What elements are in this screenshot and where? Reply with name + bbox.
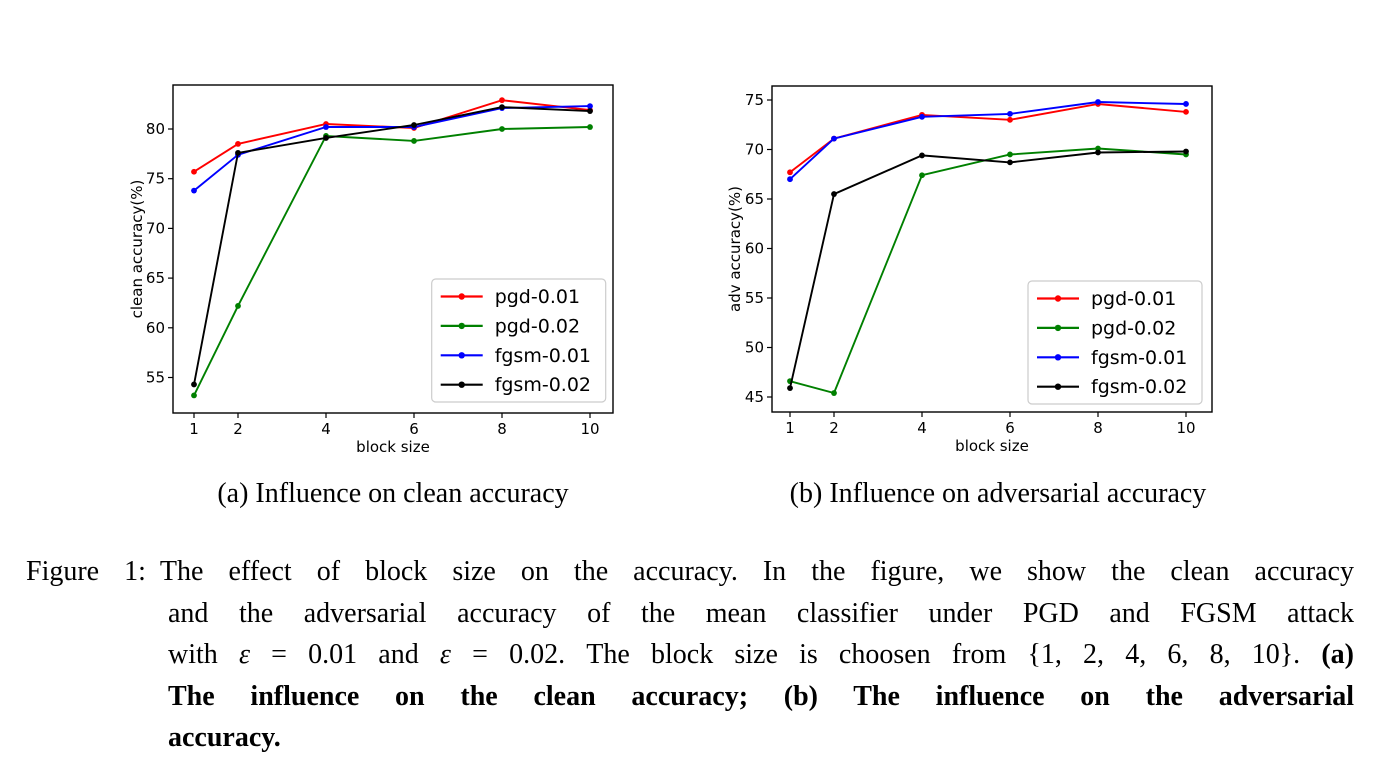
- x-axis-label: block size: [356, 438, 430, 456]
- svg-text:pgd-0.01: pgd-0.01: [1091, 288, 1176, 310]
- series-pgd-0.01: [787, 101, 1189, 176]
- svg-text:50: 50: [745, 339, 764, 357]
- svg-text:fgsm-0.01: fgsm-0.01: [495, 345, 591, 367]
- svg-text:10: 10: [580, 420, 599, 438]
- svg-text:10: 10: [1176, 419, 1195, 437]
- svg-text:4: 4: [917, 419, 927, 437]
- svg-text:60: 60: [745, 240, 764, 258]
- caption-line-4: The influence on the clean accuracy; (b)…: [168, 680, 1354, 712]
- chart-a-panel: 1 2 4 6 8 10 55 60 65 70 75 80 block size clean accur…: [90, 60, 690, 530]
- y-axis-label: clean accuracy(%): [128, 180, 146, 319]
- svg-text:2: 2: [233, 420, 243, 438]
- legend: pgd-0.01 pgd-0.02 fgsm-0.01 fgsm-0.02: [1027, 280, 1203, 405]
- svg-text:45: 45: [745, 388, 764, 406]
- svg-text:6: 6: [409, 420, 419, 438]
- svg-text:60: 60: [146, 319, 165, 337]
- svg-text:1: 1: [785, 419, 795, 437]
- chart-a-svg: 1 2 4 6 8 10 55 60 65 70 75 80 block size clean accur…: [128, 84, 614, 456]
- svg-text:6: 6: [1005, 419, 1015, 437]
- svg-text:pgd-0.01: pgd-0.01: [495, 286, 580, 308]
- caption-line-5: accuracy.: [168, 722, 281, 753]
- svg-text:fgsm-0.02: fgsm-0.02: [1091, 376, 1187, 398]
- svg-text:75: 75: [745, 91, 764, 109]
- svg-text:70: 70: [146, 219, 165, 237]
- chart-b-panel: 1 2 4 6 8 10 45 50 55 60 65 70 75 block size adv accur…: [725, 60, 1325, 530]
- svg-text:4: 4: [321, 420, 331, 438]
- chart-b-svg: 1 2 4 6 8 10 45 50 55 60 65 70 75 block size adv accur…: [726, 85, 1213, 455]
- svg-text:65: 65: [146, 269, 165, 287]
- svg-text:1: 1: [189, 420, 199, 438]
- series-fgsm-0.02: [787, 148, 1189, 391]
- svg-text:70: 70: [745, 141, 764, 159]
- x-axis: 1 2 4 6 8 10: [785, 412, 1196, 437]
- series-fgsm-0.01: [191, 103, 593, 194]
- caption-line-2: and the adversarial accuracy of the mean…: [168, 597, 1354, 629]
- svg-text:65: 65: [745, 190, 764, 208]
- svg-text:2: 2: [829, 419, 839, 437]
- svg-text:pgd-0.02: pgd-0.02: [1091, 317, 1176, 339]
- svg-text:75: 75: [146, 170, 165, 188]
- svg-text:55: 55: [745, 289, 764, 307]
- caption-line-3: with ε = 0.01 and ε = 0.02. The block si…: [168, 639, 1355, 670]
- svg-text:fgsm-0.02: fgsm-0.02: [495, 374, 591, 396]
- caption-line-1: Figure 1: The effect of block size on the…: [26, 556, 1354, 587]
- svg-text:fgsm-0.01: fgsm-0.01: [1091, 347, 1187, 369]
- chart-b-subcaption: (b) Influence on adversarial accuracy: [789, 478, 1207, 509]
- series-fgsm-0.01: [787, 99, 1189, 183]
- svg-text:80: 80: [146, 120, 165, 138]
- svg-text:8: 8: [497, 420, 507, 438]
- chart-a-subcaption: (a) Influence on clean accuracy: [217, 478, 569, 509]
- svg-text:55: 55: [146, 369, 165, 387]
- legend: pgd-0.01 pgd-0.02 fgsm-0.01 fgsm-0.02: [431, 278, 607, 403]
- figure-caption: Figure 1: The effect of block size on the…: [26, 551, 1354, 759]
- y-axis-label: adv accuracy(%): [726, 186, 744, 312]
- y-axis: 55 60 65 70 75 80: [146, 120, 173, 387]
- series-fgsm-0.02: [191, 104, 593, 388]
- svg-text:8: 8: [1093, 419, 1103, 437]
- x-axis-label: block size: [955, 437, 1029, 455]
- x-axis: 1 2 4 6 8 10: [189, 413, 600, 438]
- svg-text:pgd-0.02: pgd-0.02: [495, 315, 580, 337]
- y-axis: 45 50 55 60 65 70 75: [745, 91, 772, 406]
